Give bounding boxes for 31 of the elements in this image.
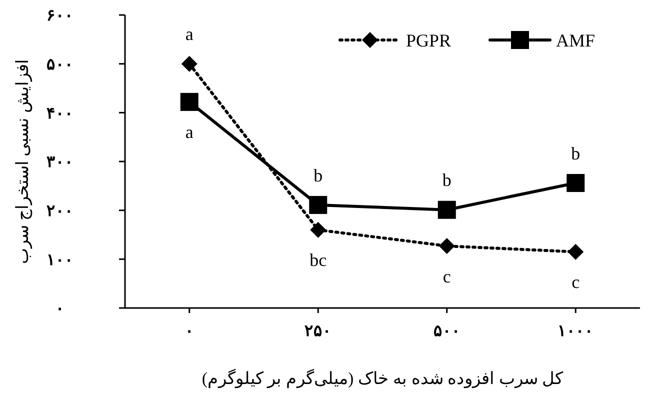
legend-label: PGPR <box>406 30 452 50</box>
annotation: a <box>185 122 194 142</box>
y-tick-label: ۴۰۰ <box>46 105 74 122</box>
annotation: b <box>571 143 580 164</box>
x-tick-label: ۲۵۰ <box>304 323 332 340</box>
point <box>566 174 585 192</box>
x-tick-label: ۰ <box>184 323 194 340</box>
point <box>438 200 456 219</box>
y-tick-label: ۳۰۰ <box>46 154 74 172</box>
annotation: a <box>185 24 194 44</box>
point <box>309 196 328 214</box>
x-tick-label: ۵۰۰ <box>433 323 460 340</box>
point <box>180 92 198 111</box>
annotation: c <box>572 272 580 292</box>
y-tick-label: ۵۰۰ <box>46 56 74 74</box>
point <box>438 238 455 254</box>
y-tick-label: ۲۰۰ <box>46 202 74 220</box>
annotation: bc <box>310 250 327 270</box>
annotation: b <box>442 170 452 190</box>
point <box>310 222 326 238</box>
x-tick-label: ۱۰۰۰ <box>558 323 594 340</box>
annotation: c <box>442 266 451 286</box>
annotation: b <box>314 165 323 186</box>
y-tick-label: ۰ <box>56 300 64 318</box>
y-tick-label: ۱۰۰ <box>46 252 74 269</box>
point <box>181 56 198 72</box>
point <box>568 244 584 260</box>
y-tick-label: ۶۰۰ <box>46 8 74 25</box>
y-axis-title: افزایش نسبی استخراج سرب <box>12 59 33 264</box>
x-axis-title: کل سرب افزوده شده به خاک (میلی‌گرم بر کیلوگرم) <box>202 368 564 389</box>
legend-label: AMF <box>556 30 596 50</box>
